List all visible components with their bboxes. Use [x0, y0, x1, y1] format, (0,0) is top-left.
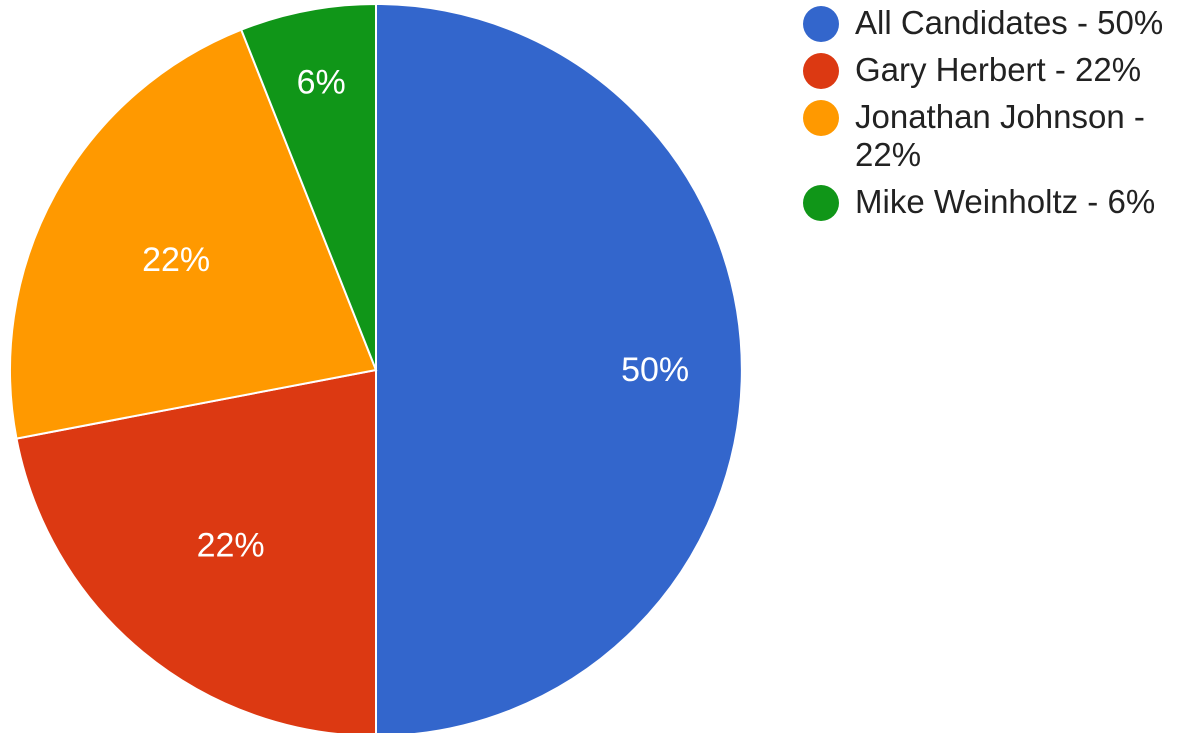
pie-slice-mike-weinholtz	[239, 2, 377, 371]
legend-item-gary-herbert: Gary Herbert - 22%	[803, 51, 1195, 89]
slice-label-gary-herbert: 22%	[197, 527, 265, 565]
legend-marker-gary-herbert	[803, 53, 839, 89]
legend-marker-mike-weinholtz	[803, 185, 839, 221]
legend-label: Jonathan Johnson - 22%	[855, 98, 1145, 173]
pie-slice-gary-herbert	[15, 368, 377, 733]
legend-label: Gary Herbert - 22%	[855, 51, 1142, 88]
legend-item-mike-weinholtz: Mike Weinholtz - 6%	[803, 183, 1195, 221]
pie-slice-jonathan-johnson	[9, 28, 378, 440]
legend-label: All Candidates - 50%	[855, 4, 1164, 41]
slice-label-mike-weinholtz: 6%	[297, 63, 346, 101]
legend-item-all-candidates: All Candidates - 50%	[803, 4, 1195, 42]
pie-plot-area: 50% 22% 22% 6%	[9, 2, 743, 733]
legend-marker-all-candidates	[803, 6, 839, 42]
legend-marker-jonathan-johnson	[803, 100, 839, 136]
pie-slice-all-candidates	[375, 2, 743, 733]
slice-label-jonathan-johnson: 22%	[142, 241, 210, 279]
chart-legend: All Candidates - 50% Gary Herbert - 22% Jo…	[803, 4, 1195, 230]
legend-item-jonathan-johnson: Jonathan Johnson - 22%	[803, 98, 1195, 174]
legend-label: Mike Weinholtz - 6%	[855, 183, 1156, 220]
slice-label-all-candidates: 50%	[621, 351, 689, 389]
